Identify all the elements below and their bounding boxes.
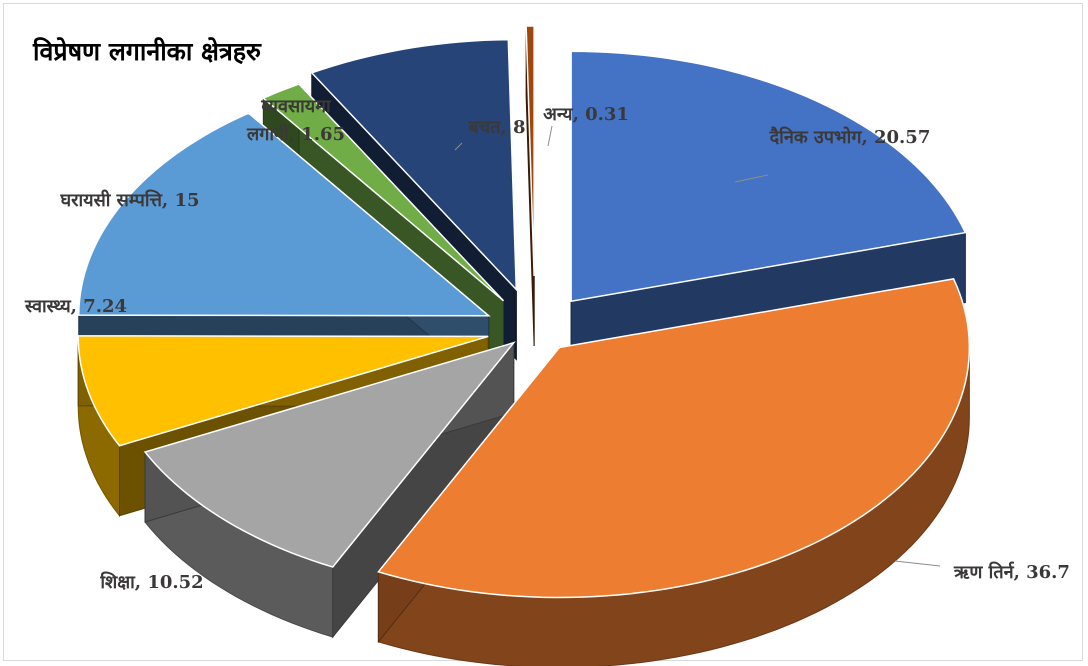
data-label-7: अन्य, 0.31: [543, 104, 629, 125]
slice-1: [377, 277, 971, 599]
leader-line-0: [734, 174, 769, 183]
slice-3: [77, 335, 489, 447]
data-label-4: घरायसी सम्पत्ति, 15: [59, 189, 199, 211]
leader-line-1: [894, 560, 941, 567]
chart-title: विप्रेषण लगानीका क्षेत्रहरु: [33, 37, 262, 66]
slice-2: [143, 341, 516, 568]
slice-6: [310, 38, 518, 292]
data-label-0: दैनिक उपभोग, 20.57: [769, 126, 931, 148]
slice-4: [77, 112, 491, 317]
data-label-5: व्यवसायमा लगानी, 1.65: [246, 96, 345, 145]
leader-line-6: [454, 142, 463, 151]
data-label-1: ऋण तिर्न, 36.7: [953, 561, 1070, 583]
leader-line-7: [547, 125, 553, 147]
slice-7: [525, 25, 535, 277]
data-label-2: शिक्षा, 10.52: [99, 571, 203, 593]
slice-5: [261, 83, 505, 302]
data-label-3: स्वास्थ्य, 7.24: [24, 296, 127, 317]
data-label-6: बचत, 8: [467, 117, 525, 138]
slice-0: [570, 50, 967, 303]
